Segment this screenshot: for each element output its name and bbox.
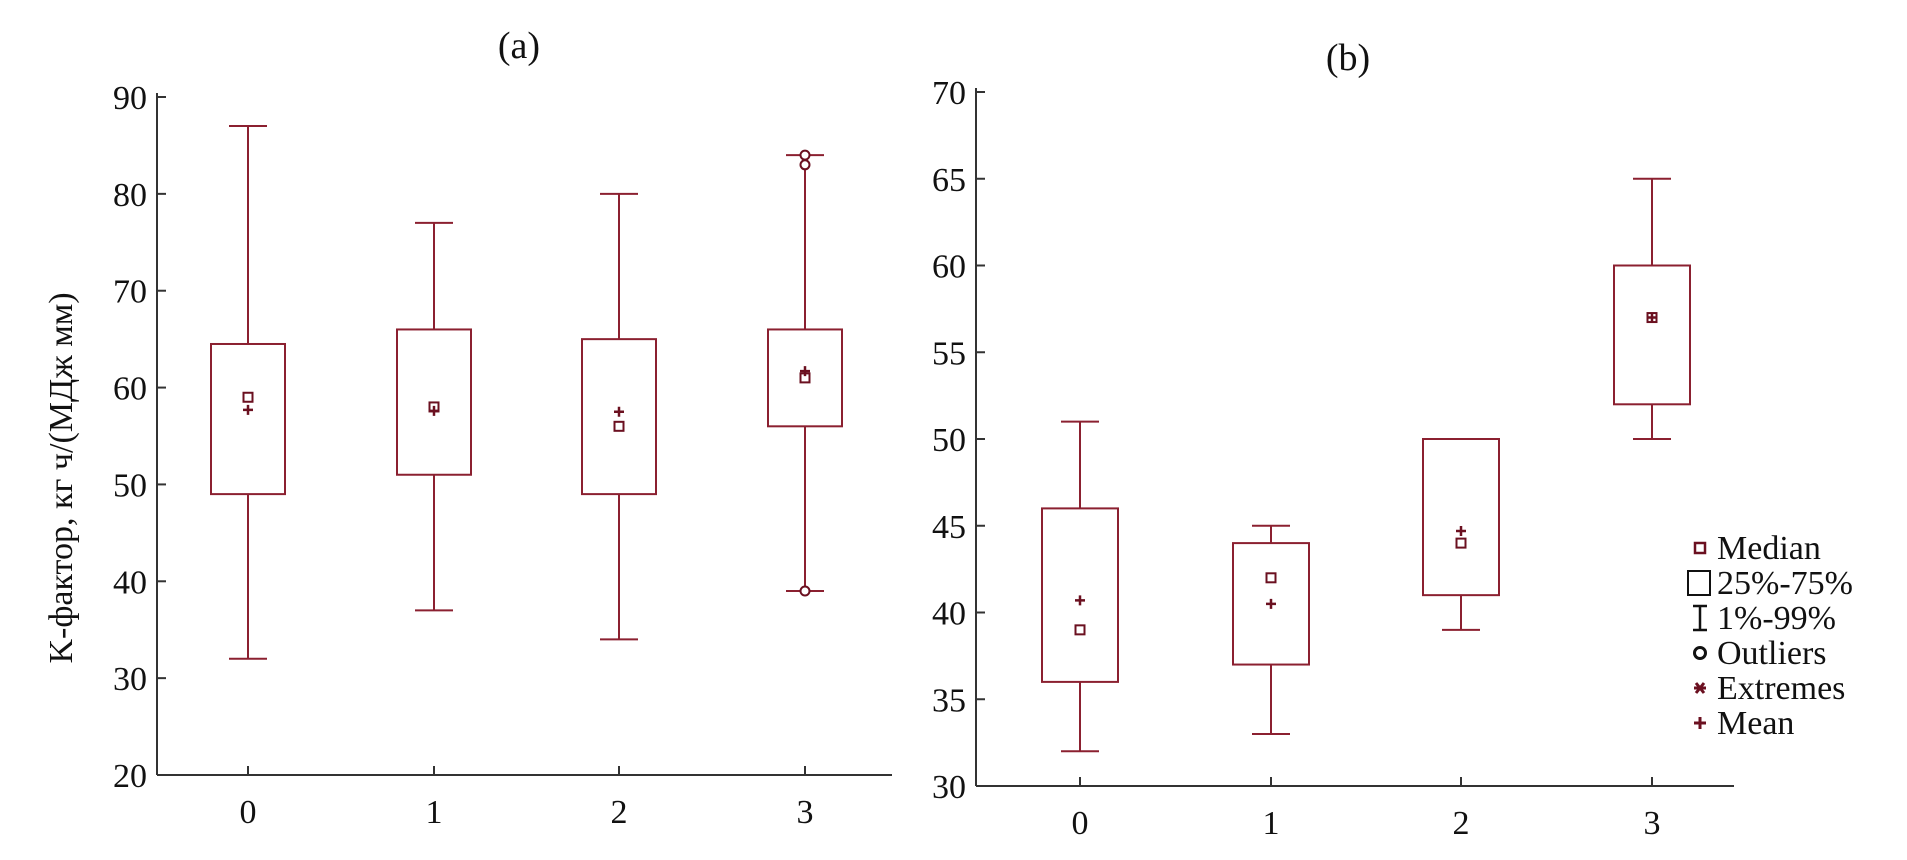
panel-a: (a) K-фактор, кг ч/(МДж мм) 203040506070…: [43, 25, 892, 831]
plus-icon: [1694, 717, 1706, 729]
legend-label: 25%-75%: [1717, 565, 1853, 602]
panel-a-y-tick-label: 90: [113, 80, 147, 117]
panel-b-y-tick-label: 50: [932, 422, 966, 459]
outlier-marker: [799, 585, 811, 597]
legend-label: Extremes: [1717, 670, 1845, 707]
panel-a-label: (a): [498, 25, 540, 67]
legend-item-mean: Mean: [1694, 705, 1794, 742]
panel-b-box-group-1: [1232, 524, 1310, 735]
panel-b-y-tick-label: 35: [932, 682, 966, 719]
panel-b-y-tick-label: 70: [932, 75, 966, 112]
panel-b-axes: [975, 88, 1734, 787]
panel-b-box-group-0: [1041, 420, 1119, 753]
panel-a-box-group-2: [581, 192, 657, 641]
panel-a-y-axis-title: K-фактор, кг ч/(МДж мм): [43, 292, 80, 663]
mean-marker: [614, 406, 624, 417]
median-marker: [242, 391, 254, 403]
star-icon: [1694, 682, 1706, 694]
outlier-marker: [799, 149, 811, 161]
mean-marker: [1647, 312, 1657, 323]
mean-marker: [429, 405, 439, 416]
panel-a-tick-labels: 20 30 40 50 60 70 80 90 0 1 2 3: [113, 80, 814, 831]
iqr-box: [1232, 542, 1310, 666]
panel-a-y-tick-label: 40: [113, 564, 147, 601]
panel-a-box-group-1: [396, 221, 472, 612]
panel-a-axes: [156, 93, 892, 776]
iqr-box: [396, 328, 472, 476]
panel-a-box-group-3: [767, 149, 843, 597]
outlier-marker: [799, 159, 811, 171]
legend-label: Mean: [1717, 705, 1794, 742]
panel-a-x-tick-label: 1: [426, 794, 443, 831]
iqr-box: [1613, 264, 1691, 406]
legend-item-extremes: Extremes: [1694, 670, 1845, 707]
iqr-box: [767, 328, 843, 428]
legend-item-1-99-: 1%-99%: [1693, 600, 1836, 637]
mean-marker: [243, 404, 253, 415]
mean-marker: [1456, 525, 1466, 536]
panel-b-y-tick-label: 40: [932, 596, 966, 633]
panel-b-x-tick-label: 2: [1453, 805, 1470, 842]
panel-b-y-tick-label: 65: [932, 162, 966, 199]
circle-icon: [1693, 646, 1707, 660]
panel-b-y-tick-label: 60: [932, 249, 966, 286]
panel-a-x-tick-label: 0: [240, 794, 257, 831]
mean-marker: [1266, 598, 1276, 609]
iqr-box: [210, 342, 286, 496]
mean-marker: [800, 366, 810, 377]
iqr-box: [1041, 507, 1119, 683]
median-marker: [1455, 537, 1467, 549]
legend-item-25-75-: 25%-75%: [1687, 565, 1853, 602]
median-marker: [1074, 624, 1086, 636]
panel-a-y-tick-label: 70: [113, 274, 147, 311]
whisker-icon: [1693, 604, 1707, 632]
panel-b-x-tick-label: 3: [1644, 805, 1661, 842]
panel-b-x-tick-label: 0: [1072, 805, 1089, 842]
panel-a-x-tick-label: 3: [797, 794, 814, 831]
panel-a-x-tick-label: 2: [611, 794, 628, 831]
median-marker: [1265, 572, 1277, 584]
panel-a-box-group-0: [210, 125, 286, 660]
panel-b-box-group-3: [1613, 177, 1691, 440]
mean-marker: [1075, 595, 1085, 606]
panel-b-box-group-2: [1422, 438, 1500, 631]
panel-a-y-tick-label: 60: [113, 371, 147, 408]
panel-b-y-tick-label: 55: [932, 335, 966, 372]
panel-b-y-tick-label: 45: [932, 509, 966, 546]
panel-b-y-tick-label: 30: [932, 769, 966, 806]
legend-label: Outliers: [1717, 635, 1827, 672]
panel-a-y-tick-label: 50: [113, 467, 147, 504]
legend-label: Median: [1717, 530, 1821, 567]
box-icon: [1687, 570, 1711, 596]
panel-a-y-tick-label: 20: [113, 758, 147, 795]
panel-b-boxes: [1041, 177, 1691, 753]
panel-b: (b) 30 35 40 45 50 55 60 65 70 0 1 2 3 Median25%-75%…: [932, 37, 1853, 842]
panel-a-y-tick-label: 80: [113, 177, 147, 214]
legend-label: 1%-99%: [1717, 600, 1836, 637]
legend-item-outliers: Outliers: [1693, 635, 1827, 672]
panel-b-x-tick-label: 1: [1263, 805, 1280, 842]
panel-b-tick-labels: 30 35 40 45 50 55 60 65 70 0 1 2 3: [932, 75, 1661, 842]
legend-item-median: Median: [1693, 530, 1821, 567]
panel-a-boxes: [210, 125, 843, 660]
iqr-box: [1422, 438, 1500, 597]
small-square-icon: [1693, 541, 1707, 555]
panel-a-y-tick-label: 30: [113, 661, 147, 698]
median-marker: [613, 420, 625, 432]
iqr-box: [581, 338, 657, 496]
panel-b-label: (b): [1326, 37, 1370, 79]
